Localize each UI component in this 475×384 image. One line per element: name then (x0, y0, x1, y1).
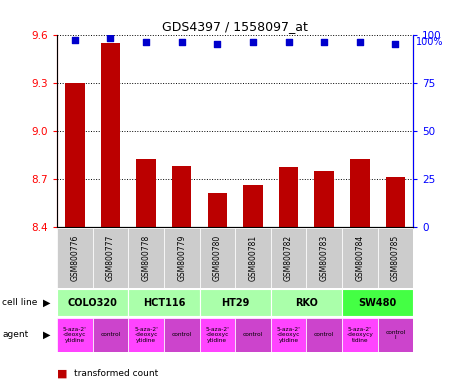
Point (142, 39, 150, 45)
Text: RKO: RKO (295, 298, 318, 308)
Point (249, 39, 256, 45)
Bar (200, 318, 235, 352)
Text: HCT116: HCT116 (142, 298, 185, 308)
Point (71, 37, 79, 43)
Bar (128, 289, 200, 316)
Text: cell line: cell line (2, 298, 38, 307)
Bar (93, 318, 128, 352)
Bar (208, 193, 227, 227)
Bar (200, 228, 235, 288)
Text: 5-aza-2'
-deoxyc
ytidine: 5-aza-2' -deoxyc ytidine (205, 327, 229, 343)
Text: ▶: ▶ (43, 330, 50, 340)
Text: GSM800780: GSM800780 (213, 235, 222, 281)
Bar (271, 289, 342, 316)
Text: GSM800779: GSM800779 (177, 235, 186, 281)
Bar (57, 318, 93, 352)
Text: 100%: 100% (416, 37, 443, 47)
Bar (65, 83, 85, 227)
Text: GSM800785: GSM800785 (391, 235, 400, 281)
Point (106, 35, 114, 41)
Bar (57, 289, 128, 316)
Bar (314, 170, 334, 227)
Text: transformed count: transformed count (74, 369, 158, 378)
Text: ▶: ▶ (43, 298, 50, 308)
Point (320, 39, 328, 45)
Bar (136, 159, 156, 227)
Bar (279, 167, 298, 227)
Bar (128, 318, 164, 352)
Text: GSM800776: GSM800776 (70, 235, 79, 281)
Text: control: control (243, 332, 263, 338)
Text: control: control (171, 332, 192, 338)
Point (213, 41, 221, 47)
Bar (271, 228, 306, 288)
Text: 5-aza-2'
-deoxycy
tidine: 5-aza-2' -deoxycy tidine (346, 327, 373, 343)
Bar (386, 177, 405, 227)
Text: GSM800781: GSM800781 (248, 235, 257, 281)
Bar (243, 185, 263, 227)
Text: COLO320: COLO320 (67, 298, 118, 308)
Bar (306, 318, 342, 352)
Text: 5-aza-2'
-deoxyc
ytidine: 5-aza-2' -deoxyc ytidine (276, 327, 301, 343)
Bar (172, 166, 191, 227)
Bar (378, 318, 413, 352)
Bar (350, 159, 370, 227)
Bar (93, 228, 128, 288)
Bar (57, 228, 93, 288)
Point (285, 39, 293, 45)
Text: 5-aza-2'
-deoxyc
ytidine: 5-aza-2' -deoxyc ytidine (63, 327, 87, 343)
Bar (128, 228, 164, 288)
Bar (342, 318, 378, 352)
Point (391, 41, 399, 47)
Bar (235, 318, 271, 352)
Text: ■: ■ (57, 368, 67, 378)
Text: HT29: HT29 (221, 298, 249, 308)
Bar (200, 289, 271, 316)
Bar (164, 318, 200, 352)
Text: control
l: control l (385, 329, 406, 340)
Bar (101, 43, 120, 227)
Text: GSM800777: GSM800777 (106, 235, 115, 281)
Text: control: control (100, 332, 121, 338)
Bar (378, 228, 413, 288)
Bar (342, 289, 413, 316)
Bar (164, 228, 200, 288)
Bar (306, 228, 342, 288)
Text: agent: agent (2, 330, 28, 339)
Text: GSM800784: GSM800784 (355, 235, 364, 281)
Bar (271, 318, 306, 352)
Point (178, 39, 185, 45)
Point (356, 39, 364, 45)
Text: control: control (314, 332, 334, 338)
Title: GDS4397 / 1558097_at: GDS4397 / 1558097_at (162, 20, 308, 33)
Text: 5-aza-2'
-deoxyc
ytidine: 5-aza-2' -deoxyc ytidine (134, 327, 158, 343)
Bar (342, 228, 378, 288)
Text: GSM800783: GSM800783 (320, 235, 329, 281)
Text: GSM800782: GSM800782 (284, 235, 293, 281)
Bar (235, 228, 271, 288)
Text: SW480: SW480 (359, 298, 397, 308)
Text: GSM800778: GSM800778 (142, 235, 151, 281)
